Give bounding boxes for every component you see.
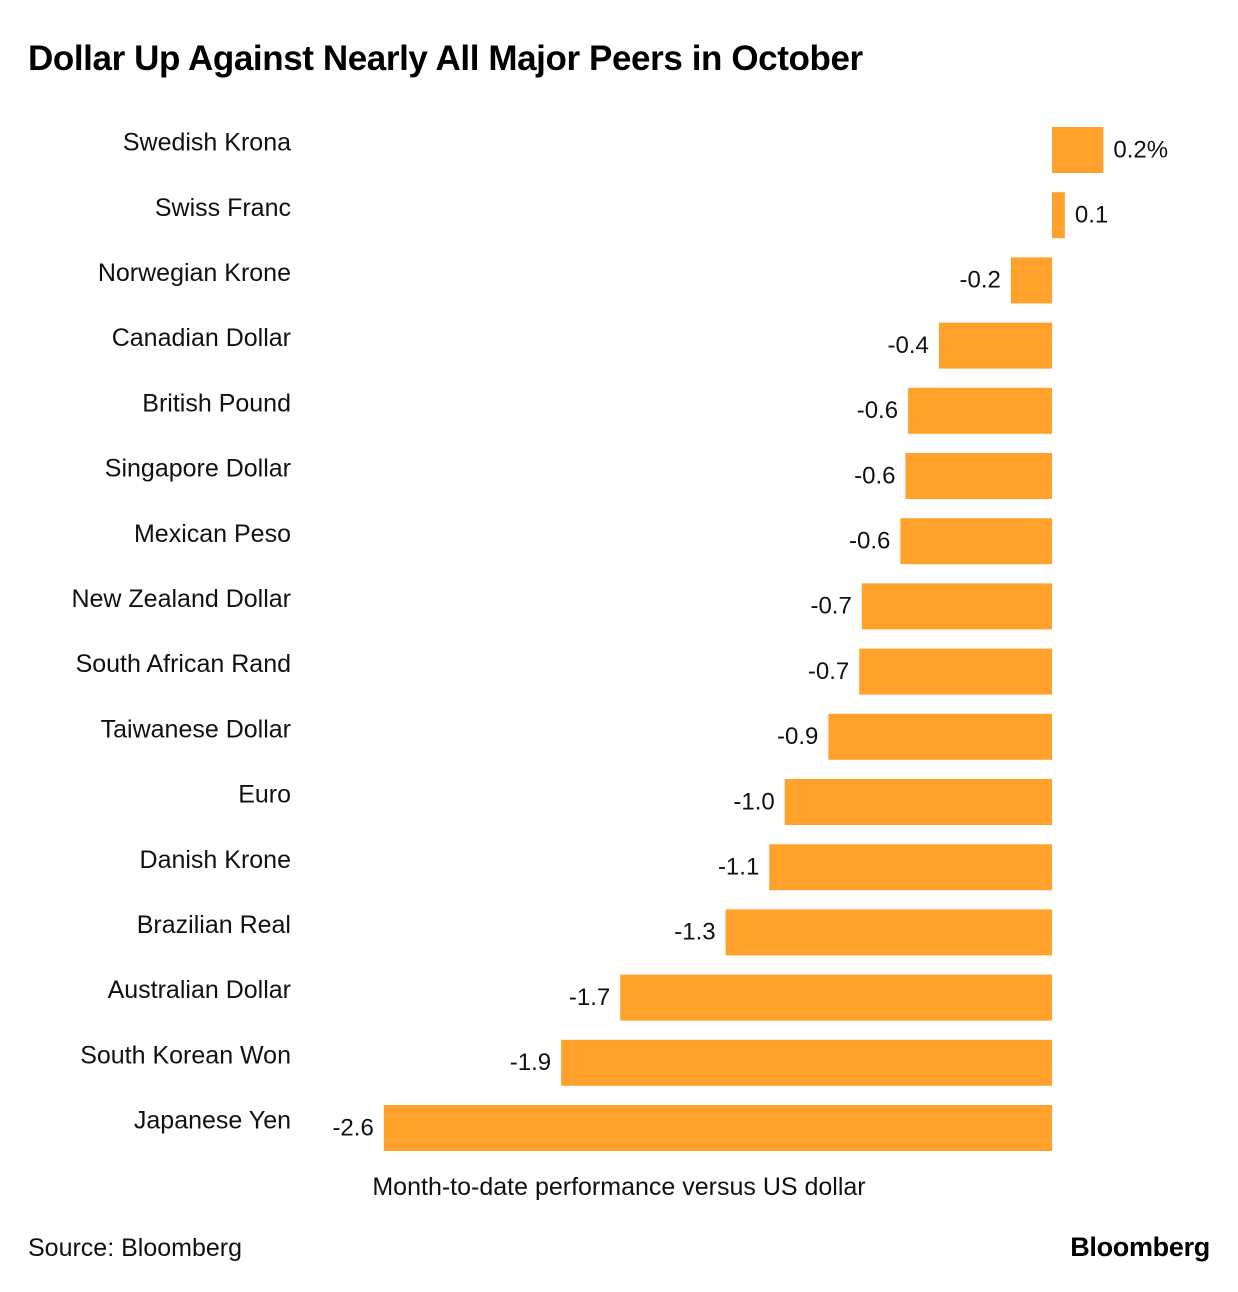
category-label: Canadian Dollar [112,324,291,352]
bar [861,583,1052,630]
category-label: New Zealand Dollar [71,585,291,613]
bar [561,1039,1052,1086]
data-label: -1.7 [569,984,610,1011]
source-note: Source: Bloomberg [28,1234,243,1262]
bar [859,648,1052,695]
bar [725,909,1052,956]
bar [938,322,1052,369]
category-label: Brazilian Real [137,911,291,939]
category-label: Danish Krone [140,846,291,874]
data-label: -1.0 [733,788,774,815]
category-label: Norwegian Krone [98,259,291,287]
category-label: Swedish Krona [123,129,291,157]
data-label: -1.1 [718,854,759,881]
category-label: British Pound [142,389,291,417]
bar [784,779,1052,825]
bars [383,127,1104,1151]
data-label: -1.9 [510,1049,551,1076]
data-label: 0.2% [1113,136,1168,163]
category-label: South Korean Won [80,1041,291,1069]
category-label: Euro [238,781,291,809]
category-label: Taiwanese Dollar [101,715,291,743]
data-label: -0.2 [960,267,1001,294]
category-label: Mexican Peso [134,520,291,548]
data-label: -0.7 [810,593,851,620]
bar [383,1105,1052,1151]
data-label: -0.9 [777,723,818,750]
bar [905,453,1052,499]
category-label: Singapore Dollar [105,455,291,483]
category-label: South African Rand [76,650,291,678]
data-label: -0.4 [888,332,929,359]
bar [769,844,1052,891]
data-label: -1.3 [674,919,715,946]
bar [1052,192,1065,239]
data-label: -0.6 [849,528,890,555]
category-label: Japanese Yen [134,1107,291,1135]
bar [1052,127,1104,173]
category-label: Australian Dollar [108,976,291,1004]
data-label: -2.6 [332,1114,373,1141]
bar [828,713,1052,760]
data-label: -0.6 [857,397,898,424]
x-axis-label: Month-to-date performance versus US doll… [372,1173,866,1201]
bar [1010,257,1052,304]
bar [908,387,1052,434]
data-label: -0.6 [854,462,895,489]
bar [620,974,1052,1021]
bloomberg-logo: Bloomberg [1070,1232,1210,1262]
bar [900,518,1052,565]
chart-title: Dollar Up Against Nearly All Major Peers… [28,39,863,78]
category-label: Swiss Franc [155,194,291,222]
data-label: -0.7 [808,658,849,685]
data-label: 0.1 [1075,202,1108,229]
category-labels: Swedish Krona Swiss Franc Norwegian Krone C… [71,129,291,1135]
value-labels: 0.2% 0.1 -0.2 -0.4 -0.6 -0.6 -0.6 -0.7 -0.7 -0.9 -… [332,136,1168,1141]
